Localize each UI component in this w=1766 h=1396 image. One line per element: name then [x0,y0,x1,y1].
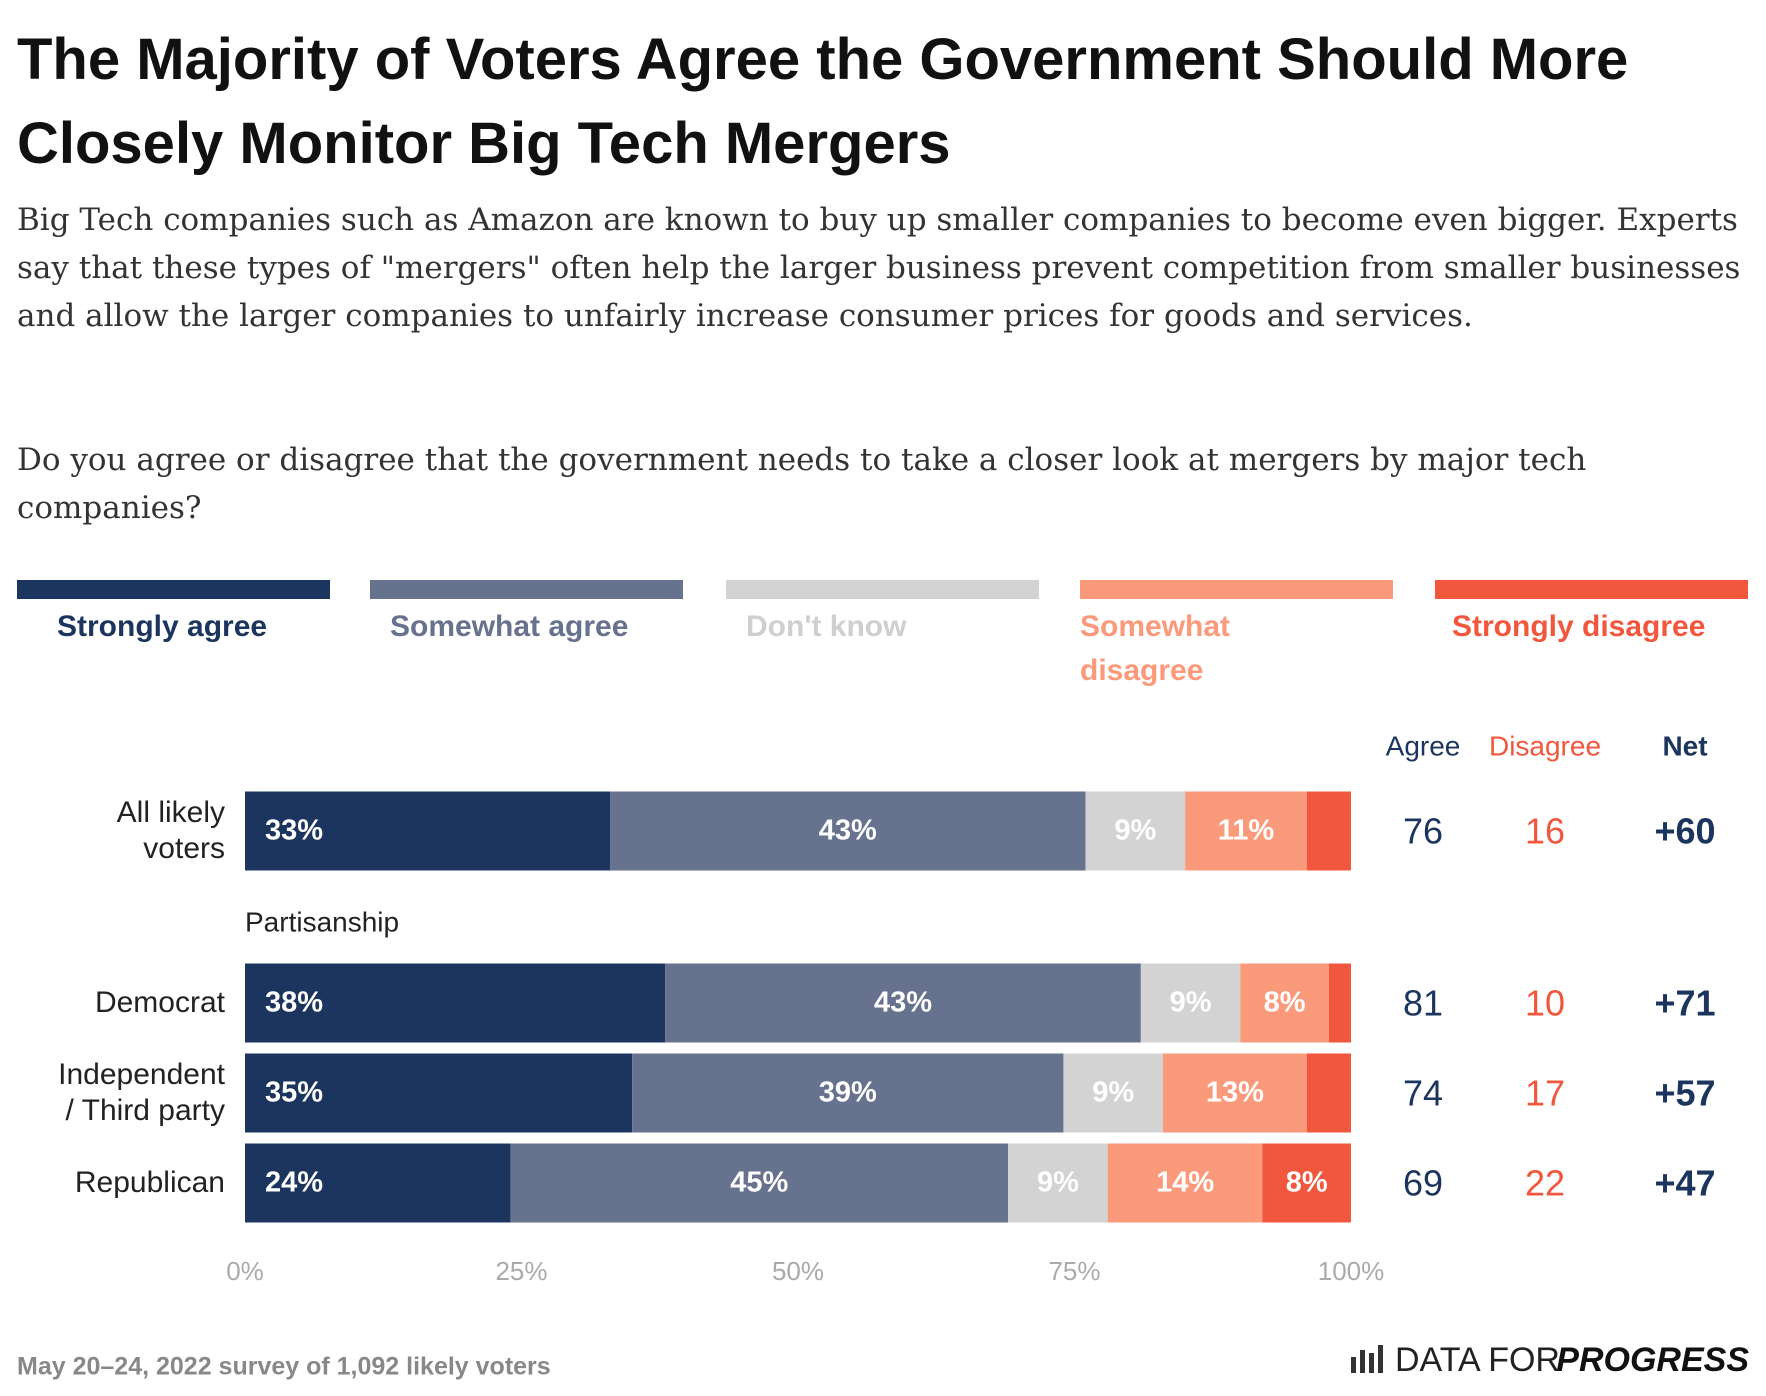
bar-segment [245,963,666,1043]
logo-text: PROGRESS [1556,1341,1749,1379]
row-label: Republican [74,1166,225,1199]
value-label: 39% [819,1077,877,1109]
summary-value: 16 [1525,811,1565,852]
value-label: 9% [1037,1167,1079,1199]
value-label: 11% [1218,815,1275,847]
value-label: 33% [265,815,323,847]
bar-segment [1328,963,1351,1043]
row-label: All likely voters [116,796,225,865]
bar-segment [1063,1053,1163,1133]
row-label: Democrat [94,986,225,1019]
summary-value: +57 [1654,1073,1715,1114]
summary-value: +71 [1654,983,1715,1024]
value-label: 8% [1286,1167,1328,1199]
summary-value: 81 [1403,983,1443,1024]
legend-label: Strongly disagree [1452,610,1706,643]
bar-segment [609,791,1086,871]
bar-segment [1306,791,1351,871]
bar-segment [632,1053,1064,1133]
summary-value: 69 [1403,1163,1443,1204]
bar-segment [1107,1143,1263,1223]
x-tick-label: 75% [1048,1256,1100,1286]
value-label: 43% [874,987,932,1019]
value-label: 8% [1264,987,1306,1019]
value-label: 38% [265,987,323,1019]
summary-value: 76 [1403,811,1443,852]
bar-segment [1262,1143,1351,1223]
summary-value: 22 [1525,1163,1565,1204]
bar-segment [1185,791,1307,871]
value-label: 14% [1156,1167,1214,1199]
bar-segment [245,1053,633,1133]
value-label: 9% [1114,815,1156,847]
value-label: 45% [730,1167,788,1199]
x-tick-label: 50% [772,1256,824,1286]
chart-subtitle: Big Tech companies such as Amazon are kn… [17,202,1741,334]
bar-segment [510,1143,1009,1223]
legend-label: Strongly agree [57,610,268,643]
value-label: 43% [819,815,877,847]
legend-label: Don't know [746,610,907,643]
summary-value: 17 [1525,1073,1565,1114]
bar-segment [1162,1053,1307,1133]
row-label: Independent / Third party [58,1058,225,1127]
summary-value: 74 [1403,1073,1443,1114]
summary-value: +60 [1654,811,1715,852]
legend-swatch [1435,580,1748,599]
group-label: Partisanship [245,906,399,937]
value-label: 35% [265,1077,323,1109]
summary-value: 10 [1525,983,1565,1024]
legend-label: Somewhat agree [390,610,629,643]
legend-label: Somewhat disagree [1080,610,1231,687]
bar-segment [245,791,610,871]
legend-swatch [17,580,330,599]
bar-segment [1306,1053,1351,1133]
legend-swatch [726,580,1039,599]
bar-segment [1085,791,1186,871]
summary-header: Disagree [1489,730,1601,761]
value-label: 13% [1206,1077,1264,1109]
chart-title: The Majority of Voters Agree the Governm… [17,27,1629,176]
bar-segment [245,1143,511,1223]
value-label: 24% [265,1167,323,1199]
bar-segment [1140,963,1241,1043]
summary-header: Agree [1386,730,1461,761]
logo-text: DATA FOR [1395,1341,1560,1379]
x-tick-label: 100% [1318,1256,1385,1286]
summary-value: +47 [1654,1163,1715,1204]
summary-header: Net [1662,730,1707,761]
value-label: 9% [1092,1077,1134,1109]
question: Do you agree or disagree that the govern… [17,442,1587,526]
legend-swatch [1080,580,1393,599]
source: May 20–24, 2022 survey of 1,092 likely v… [17,1353,551,1381]
value-label: 9% [1170,987,1212,1019]
x-tick-label: 25% [495,1256,547,1286]
bar-segment [665,963,1141,1043]
bar-segment [1008,1143,1108,1223]
logo: DATA FOR PROGRESS [1351,1341,1749,1379]
legend-swatch [370,580,683,599]
x-tick-label: 0% [226,1256,264,1286]
bar-segment [1240,963,1329,1043]
